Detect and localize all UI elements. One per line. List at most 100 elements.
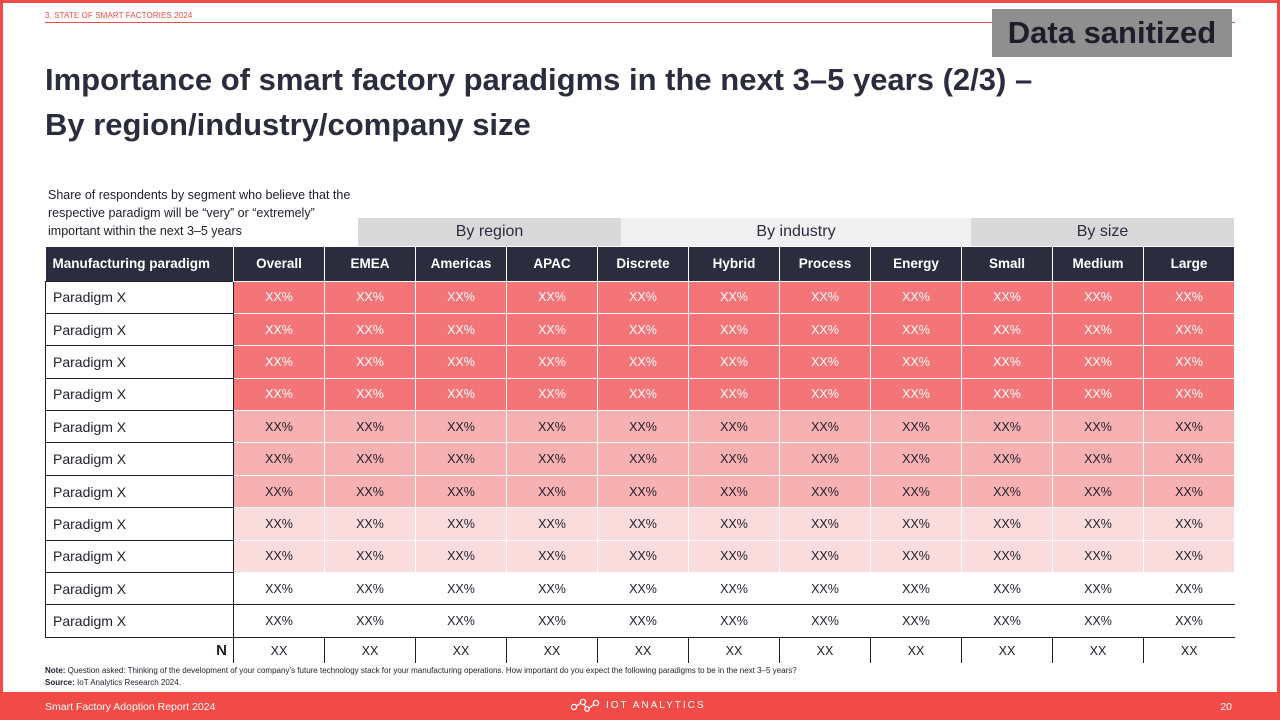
value-cell: XX%	[779, 312, 871, 347]
value-cell: XX%	[233, 474, 325, 509]
data-sanitized-badge: Data sanitized	[992, 9, 1232, 57]
value-cell: XX%	[597, 474, 689, 509]
sample-size-cell: XX	[597, 637, 689, 664]
value-cell: XX%	[779, 280, 871, 314]
value-cell: XX%	[779, 410, 871, 444]
value-cell: XX%	[779, 604, 871, 638]
section-label: 3. STATE OF SMART FACTORIES 2024	[45, 11, 193, 20]
value-cell: XX%	[415, 572, 507, 606]
logo-text: IOT ANALYTICS	[606, 699, 706, 711]
value-cell: XX%	[597, 345, 689, 379]
table-header-row: Manufacturing paradigm Overall EMEA Amer…	[45, 247, 1235, 281]
value-cell: XX%	[415, 507, 507, 541]
value-cell: XX%	[1143, 539, 1235, 574]
paradigm-label: Paradigm X	[45, 507, 234, 541]
paradigm-label: Paradigm X	[45, 377, 234, 412]
value-cell: XX%	[506, 442, 598, 476]
value-cell: XX%	[415, 604, 507, 638]
value-cell: XX%	[324, 410, 416, 444]
paradigm-label: Paradigm X	[45, 604, 234, 638]
title-line-2: By region/industry/company size	[45, 107, 531, 142]
value-cell: XX%	[779, 442, 871, 476]
footer-bar: Smart Factory Adoption Report 2024 IOT A…	[0, 692, 1280, 720]
table-subtitle: Share of respondents by segment who beli…	[48, 188, 351, 238]
value-cell: XX%	[688, 377, 780, 412]
column-header: Americas	[415, 247, 507, 281]
value-cell: XX%	[688, 507, 780, 541]
value-cell: XX%	[1052, 345, 1144, 379]
value-cell: XX%	[1143, 572, 1235, 606]
value-cell: XX%	[1052, 410, 1144, 444]
value-cell: XX%	[779, 572, 871, 606]
column-header: Small	[961, 247, 1053, 281]
paradigm-label: Paradigm X	[45, 410, 234, 444]
value-cell: XX%	[870, 539, 962, 574]
value-cell: XX%	[1052, 442, 1144, 476]
value-cell: XX%	[961, 539, 1053, 574]
column-header: Process	[779, 247, 871, 281]
value-cell: XX%	[688, 410, 780, 444]
value-cell: XX%	[415, 312, 507, 347]
value-cell: XX%	[597, 377, 689, 412]
value-cell: XX%	[1143, 604, 1235, 638]
value-cell: XX%	[324, 280, 416, 314]
value-cell: XX%	[961, 377, 1053, 412]
value-cell: XX%	[870, 410, 962, 444]
value-cell: XX%	[506, 604, 598, 638]
value-cell: XX%	[506, 474, 598, 509]
value-cell: XX%	[506, 410, 598, 444]
value-cell: XX%	[324, 474, 416, 509]
column-header: Energy	[870, 247, 962, 281]
value-cell: XX%	[688, 604, 780, 638]
value-cell: XX%	[688, 539, 780, 574]
value-cell: XX%	[415, 345, 507, 379]
group-header-size: By size	[971, 218, 1234, 246]
value-cell: XX%	[779, 474, 871, 509]
value-cell: XX%	[961, 280, 1053, 314]
value-cell: XX%	[870, 345, 962, 379]
value-cell: XX%	[870, 507, 962, 541]
source-label: Source:	[45, 678, 75, 687]
value-cell: XX%	[961, 507, 1053, 541]
value-cell: XX%	[597, 572, 689, 606]
value-cell: XX%	[415, 377, 507, 412]
table-row: Paradigm X XX% XX% XX% XX% XX% XX% XX% XX% XX% XX%…	[45, 474, 1235, 509]
value-cell: XX%	[233, 604, 325, 638]
page-number: 20	[1220, 701, 1232, 713]
sample-size-cell: XX	[1052, 637, 1144, 664]
value-cell: XX%	[1052, 312, 1144, 347]
sample-size-cell: XX	[233, 637, 325, 664]
value-cell: XX%	[233, 345, 325, 379]
value-cell: XX%	[870, 280, 962, 314]
value-cell: XX%	[779, 377, 871, 412]
value-cell: XX%	[233, 280, 325, 314]
group-header-industry: By industry	[621, 218, 971, 246]
paradigm-label: Paradigm X	[45, 572, 234, 606]
value-cell: XX%	[688, 312, 780, 347]
value-cell: XX%	[233, 312, 325, 347]
value-cell: XX%	[506, 280, 598, 314]
title-line-1: Importance of smart factory paradigms in…	[45, 62, 1033, 97]
column-header: Medium	[1052, 247, 1144, 281]
value-cell: XX%	[324, 377, 416, 412]
value-cell: XX%	[415, 280, 507, 314]
iot-analytics-logo-icon	[570, 698, 600, 712]
column-header: Hybrid	[688, 247, 780, 281]
value-cell: XX%	[1143, 410, 1235, 444]
paradigm-label: Paradigm X	[45, 442, 234, 476]
sample-size-cell: XX	[324, 637, 416, 664]
column-header: EMEA	[324, 247, 416, 281]
value-cell: XX%	[1143, 312, 1235, 347]
value-cell: XX%	[324, 572, 416, 606]
source-line: Source: IoT Analytics Research 2024.	[45, 677, 1235, 689]
value-cell: XX%	[597, 539, 689, 574]
paradigm-label: Paradigm X	[45, 312, 234, 347]
sample-size-cell: XX	[961, 637, 1053, 664]
source-text: IoT Analytics Research 2024.	[74, 678, 181, 687]
value-cell: XX%	[324, 442, 416, 476]
value-cell: XX%	[324, 312, 416, 347]
value-cell: XX%	[1052, 572, 1144, 606]
value-cell: XX%	[961, 442, 1053, 476]
table-row: Paradigm X XX% XX% XX% XX% XX% XX% XX% XX% XX% XX%…	[45, 572, 1235, 606]
value-cell: XX%	[415, 410, 507, 444]
